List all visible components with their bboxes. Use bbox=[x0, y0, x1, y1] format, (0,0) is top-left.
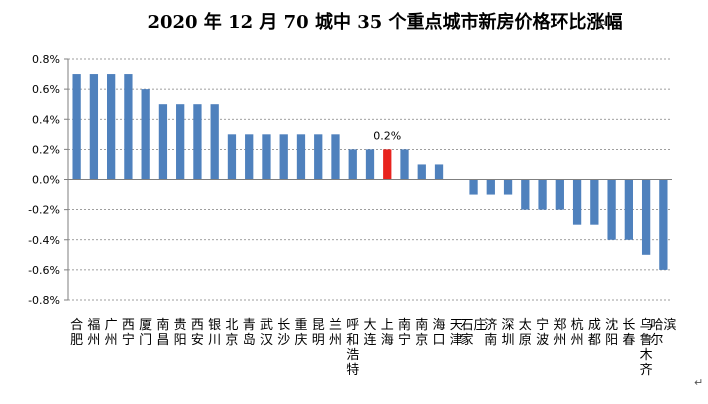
x-tick-label: 合肥 bbox=[70, 318, 83, 348]
highlight-data-label: 0.2% bbox=[373, 129, 401, 142]
y-tick-label: -0.8% bbox=[28, 294, 60, 307]
y-tick-label: 0.0% bbox=[32, 174, 60, 187]
bar-福州 bbox=[89, 74, 99, 180]
bar-长春 bbox=[624, 179, 633, 240]
x-axis-categories: 合肥福州广州西宁厦门南昌贵阳西安银川北京青岛武汉长沙重庆昆明兰州呼和浩特大连上海… bbox=[70, 317, 676, 378]
x-tick-label: 青岛 bbox=[243, 318, 256, 348]
x-tick-label: 宁波 bbox=[536, 317, 549, 348]
x-tick-label: 呼和浩特 bbox=[346, 318, 359, 378]
bar-沈阳 bbox=[607, 179, 616, 240]
x-tick-label: 沈阳 bbox=[605, 318, 618, 348]
bar-郑州 bbox=[555, 179, 564, 210]
bar-南昌 bbox=[158, 104, 168, 180]
bar-合肥 bbox=[72, 74, 81, 180]
bars bbox=[72, 74, 668, 270]
x-tick-label: 天津 bbox=[450, 318, 463, 348]
x-tick-label: 济南 bbox=[484, 318, 497, 348]
y-tick-label: -0.2% bbox=[28, 204, 60, 217]
bar-北京 bbox=[227, 134, 237, 180]
corner-return-mark: ↵ bbox=[694, 376, 703, 389]
x-tick-label: 大连 bbox=[363, 318, 376, 348]
x-tick-label: 长春 bbox=[622, 318, 635, 348]
x-tick-label: 西安 bbox=[191, 318, 204, 348]
x-tick-label: 杭州 bbox=[571, 318, 584, 348]
bar-太原 bbox=[521, 179, 530, 210]
x-tick-label: 西宁 bbox=[122, 318, 135, 348]
bar-南宁 bbox=[400, 149, 409, 180]
x-tick-label: 昆明 bbox=[312, 318, 325, 348]
x-tick-label: 深圳 bbox=[502, 318, 515, 348]
y-tick-label: 0.4% bbox=[32, 113, 60, 126]
y-tick-label: -0.4% bbox=[28, 234, 60, 247]
bar-西宁 bbox=[124, 74, 133, 180]
x-tick-label: 成都 bbox=[588, 318, 601, 348]
x-tick-label: 兰州 bbox=[329, 318, 342, 348]
x-tick-label: 重庆 bbox=[294, 317, 307, 348]
x-tick-label: 厦门 bbox=[139, 318, 152, 348]
bar-长沙 bbox=[279, 134, 288, 180]
bar-昆明 bbox=[314, 134, 323, 180]
x-tick-label: 长沙 bbox=[277, 318, 290, 348]
x-tick-label: 上海 bbox=[381, 318, 394, 348]
bar-贵阳 bbox=[176, 104, 185, 180]
x-tick-label: 石家庄 bbox=[461, 317, 487, 348]
chart-title: 2020 年 12 月 70 城中 35 个重点城市新房价格环比涨幅 bbox=[147, 11, 622, 33]
bar-石家庄 bbox=[469, 179, 478, 195]
y-tick-label: 0.6% bbox=[32, 83, 60, 96]
y-axis-ticks: 0.8% 0.6% 0.4% 0.2% 0.0% -0.2% -0.4% -0.6% -0.8% bbox=[28, 53, 69, 307]
bar-兰州 bbox=[331, 134, 340, 180]
x-tick-label: 武汉 bbox=[260, 318, 273, 348]
x-tick-label: 南京 bbox=[415, 317, 428, 348]
bar-大连 bbox=[365, 149, 375, 180]
bar-宁波 bbox=[538, 179, 547, 210]
x-tick-label: 南宁 bbox=[398, 317, 411, 348]
x-tick-label: 海口 bbox=[433, 318, 446, 348]
x-tick-label: 银川 bbox=[208, 318, 221, 348]
x-tick-label: 南昌 bbox=[156, 317, 169, 348]
y-tick-label: -0.6% bbox=[28, 264, 60, 277]
x-tick-label: 贵阳 bbox=[174, 318, 187, 348]
bar-哈尔滨 bbox=[659, 179, 668, 270]
x-tick-label: 福州 bbox=[87, 318, 100, 348]
bar-济南 bbox=[486, 179, 495, 195]
bar-杭州 bbox=[572, 179, 582, 225]
x-tick-label: 广州 bbox=[105, 318, 118, 348]
bar-海口 bbox=[434, 164, 444, 180]
x-tick-label: 哈尔滨 bbox=[650, 317, 676, 348]
x-tick-label: 北京 bbox=[225, 318, 238, 348]
bar-乌鲁木齐 bbox=[641, 179, 651, 255]
bar-西安 bbox=[193, 104, 202, 180]
x-tick-label: 郑州 bbox=[553, 318, 566, 348]
bar-深圳 bbox=[503, 179, 513, 195]
x-tick-label: 太原 bbox=[519, 318, 532, 348]
bar-广州 bbox=[107, 74, 116, 180]
y-tick-label: 0.2% bbox=[32, 143, 60, 156]
x-tick-label: 乌鲁木齐 bbox=[640, 317, 653, 378]
bar-上海 bbox=[383, 149, 392, 180]
bar-武汉 bbox=[262, 134, 271, 180]
bar-南京 bbox=[417, 164, 426, 180]
y-tick-label: 0.8% bbox=[32, 53, 60, 66]
bar-成都 bbox=[590, 179, 599, 225]
bar-呼和浩特 bbox=[348, 149, 357, 180]
title-return-mark: ↵ bbox=[598, 18, 607, 31]
bar-重庆 bbox=[296, 134, 306, 180]
bar-青岛 bbox=[245, 134, 254, 180]
bar-银川 bbox=[210, 104, 219, 180]
bar-厦门 bbox=[141, 89, 150, 180]
